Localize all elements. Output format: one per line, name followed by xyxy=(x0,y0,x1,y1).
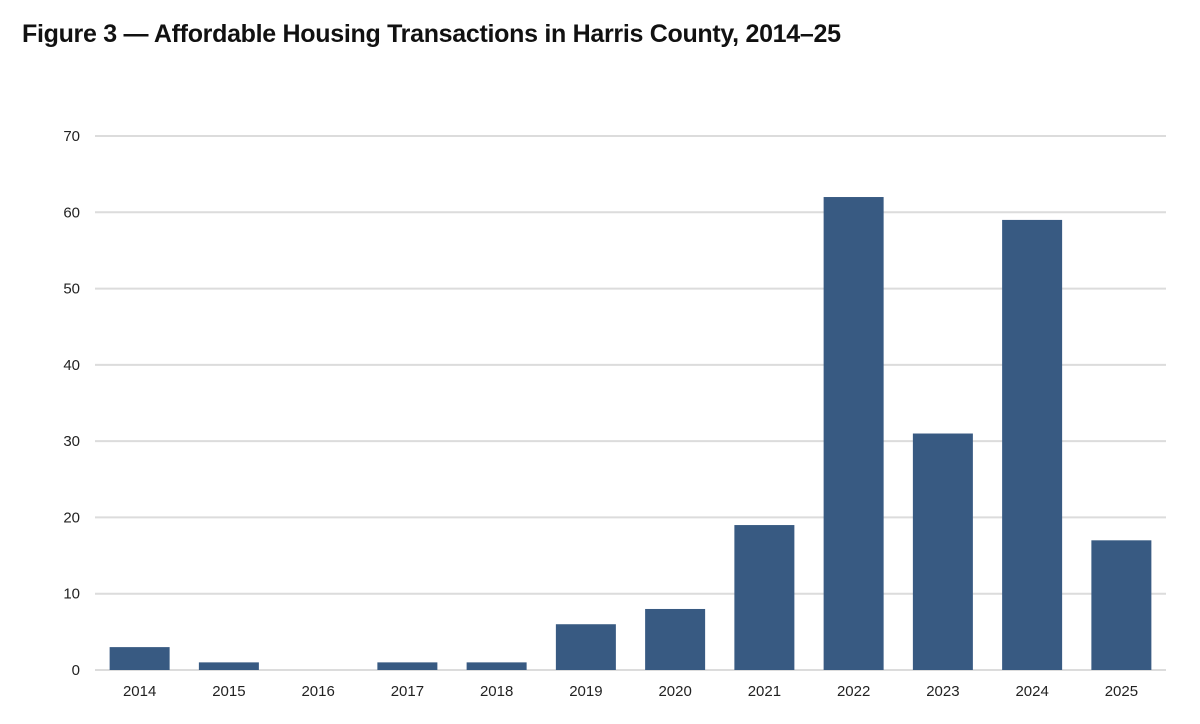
x-tick-label: 2019 xyxy=(569,683,602,700)
bar-2018 xyxy=(466,662,527,670)
y-tick-label: 20 xyxy=(63,509,80,526)
bar-2022 xyxy=(823,197,884,670)
bar-2021 xyxy=(734,525,795,670)
x-tick-label: 2015 xyxy=(212,683,245,700)
x-tick-label: 2024 xyxy=(1015,683,1048,700)
x-tick-label: 2017 xyxy=(391,683,424,700)
x-tick-label: 2020 xyxy=(658,683,691,700)
bar-2014 xyxy=(109,647,170,670)
y-tick-label: 30 xyxy=(63,433,80,450)
x-tick-label: 2018 xyxy=(480,683,513,700)
chart-title: Figure 3 — Affordable Housing Transactio… xyxy=(22,20,841,48)
x-tick-label: 2021 xyxy=(748,683,781,700)
y-tick-label: 70 xyxy=(63,128,80,145)
bar-2015 xyxy=(198,662,259,670)
x-tick-label: 2023 xyxy=(926,683,959,700)
bar-2024 xyxy=(1002,219,1063,670)
y-tick-label: 10 xyxy=(63,586,80,603)
y-tick-label: 0 xyxy=(72,662,80,679)
y-tick-label: 40 xyxy=(63,357,80,374)
x-tick-label: 2016 xyxy=(301,683,334,700)
bar-2017 xyxy=(377,662,438,670)
bar-2020 xyxy=(645,608,706,670)
bar-2025 xyxy=(1091,540,1152,670)
bar-2023 xyxy=(912,433,973,670)
x-tick-label: 2014 xyxy=(123,683,156,700)
x-tick-label: 2022 xyxy=(837,683,870,700)
y-tick-label: 60 xyxy=(63,204,80,221)
y-tick-label: 50 xyxy=(63,281,80,298)
x-tick-label: 2025 xyxy=(1105,683,1138,700)
bar-2019 xyxy=(555,624,616,670)
